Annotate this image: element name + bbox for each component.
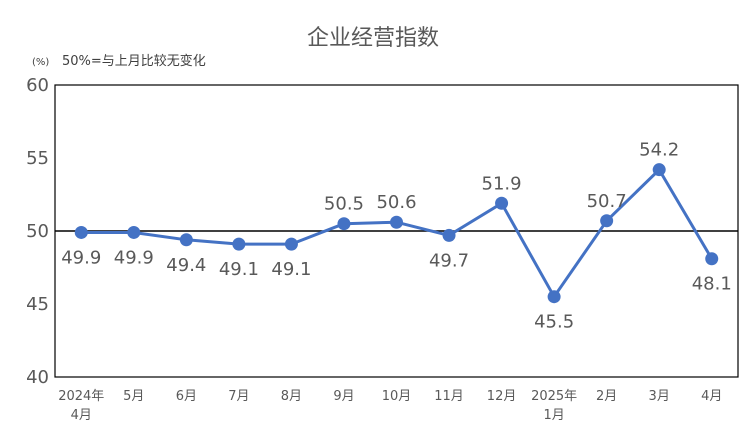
data-point bbox=[547, 290, 561, 304]
data-label: 51.9 bbox=[482, 173, 522, 194]
x-tick-label: 4月 bbox=[71, 408, 92, 423]
unit-label: (%) bbox=[32, 57, 49, 68]
data-label: 49.9 bbox=[61, 247, 101, 268]
x-tick-label: 11月 bbox=[434, 389, 464, 404]
x-tick-label: 7月 bbox=[228, 389, 249, 404]
y-tick-label: 60 bbox=[26, 75, 49, 96]
x-tick-label: 4月 bbox=[701, 389, 722, 404]
x-tick-label: 6月 bbox=[176, 389, 197, 404]
chart-title: 企业经营指数 bbox=[307, 26, 439, 51]
data-label: 50.6 bbox=[376, 192, 416, 213]
data-point bbox=[652, 163, 666, 177]
data-point bbox=[442, 228, 456, 242]
data-label: 50.7 bbox=[587, 191, 627, 212]
data-point bbox=[284, 237, 298, 251]
data-point bbox=[495, 196, 509, 210]
data-label: 49.9 bbox=[114, 247, 154, 268]
data-label: 49.1 bbox=[271, 259, 311, 280]
y-tick-label: 45 bbox=[26, 294, 49, 315]
chart-note: 50%=与上月比较无变化 bbox=[62, 53, 206, 69]
x-tick-label: 12月 bbox=[487, 389, 517, 404]
y-tick-label: 40 bbox=[26, 367, 49, 388]
data-point bbox=[390, 215, 403, 229]
data-label: 49.1 bbox=[219, 259, 259, 280]
x-tick-label: 3月 bbox=[649, 389, 670, 404]
x-tick-label: 1月 bbox=[543, 408, 564, 423]
data-label: 48.1 bbox=[692, 274, 732, 295]
data-point bbox=[179, 233, 193, 247]
data-point bbox=[127, 225, 141, 239]
x-tick-label: 9月 bbox=[333, 389, 354, 404]
data-point bbox=[74, 225, 88, 239]
data-point bbox=[705, 252, 719, 266]
data-point bbox=[232, 237, 246, 251]
y-tick-label: 50 bbox=[26, 221, 49, 242]
x-tick-label: 2024年 bbox=[58, 389, 104, 404]
data-label: 54.2 bbox=[639, 140, 679, 161]
data-label: 49.4 bbox=[166, 255, 206, 276]
x-tick-label: 5月 bbox=[123, 389, 144, 404]
data-point bbox=[600, 214, 614, 228]
x-tick-label: 8月 bbox=[281, 389, 302, 404]
data-label: 49.7 bbox=[429, 250, 469, 271]
series-line bbox=[81, 168, 713, 299]
x-tick-label: 10月 bbox=[382, 389, 412, 404]
data-point bbox=[337, 217, 351, 231]
data-label: 45.5 bbox=[534, 312, 574, 333]
data-label: 50.5 bbox=[324, 194, 364, 215]
x-tick-label: 2025年 bbox=[531, 389, 577, 404]
x-tick-label: 2月 bbox=[596, 389, 617, 404]
y-tick-label: 55 bbox=[26, 148, 49, 169]
